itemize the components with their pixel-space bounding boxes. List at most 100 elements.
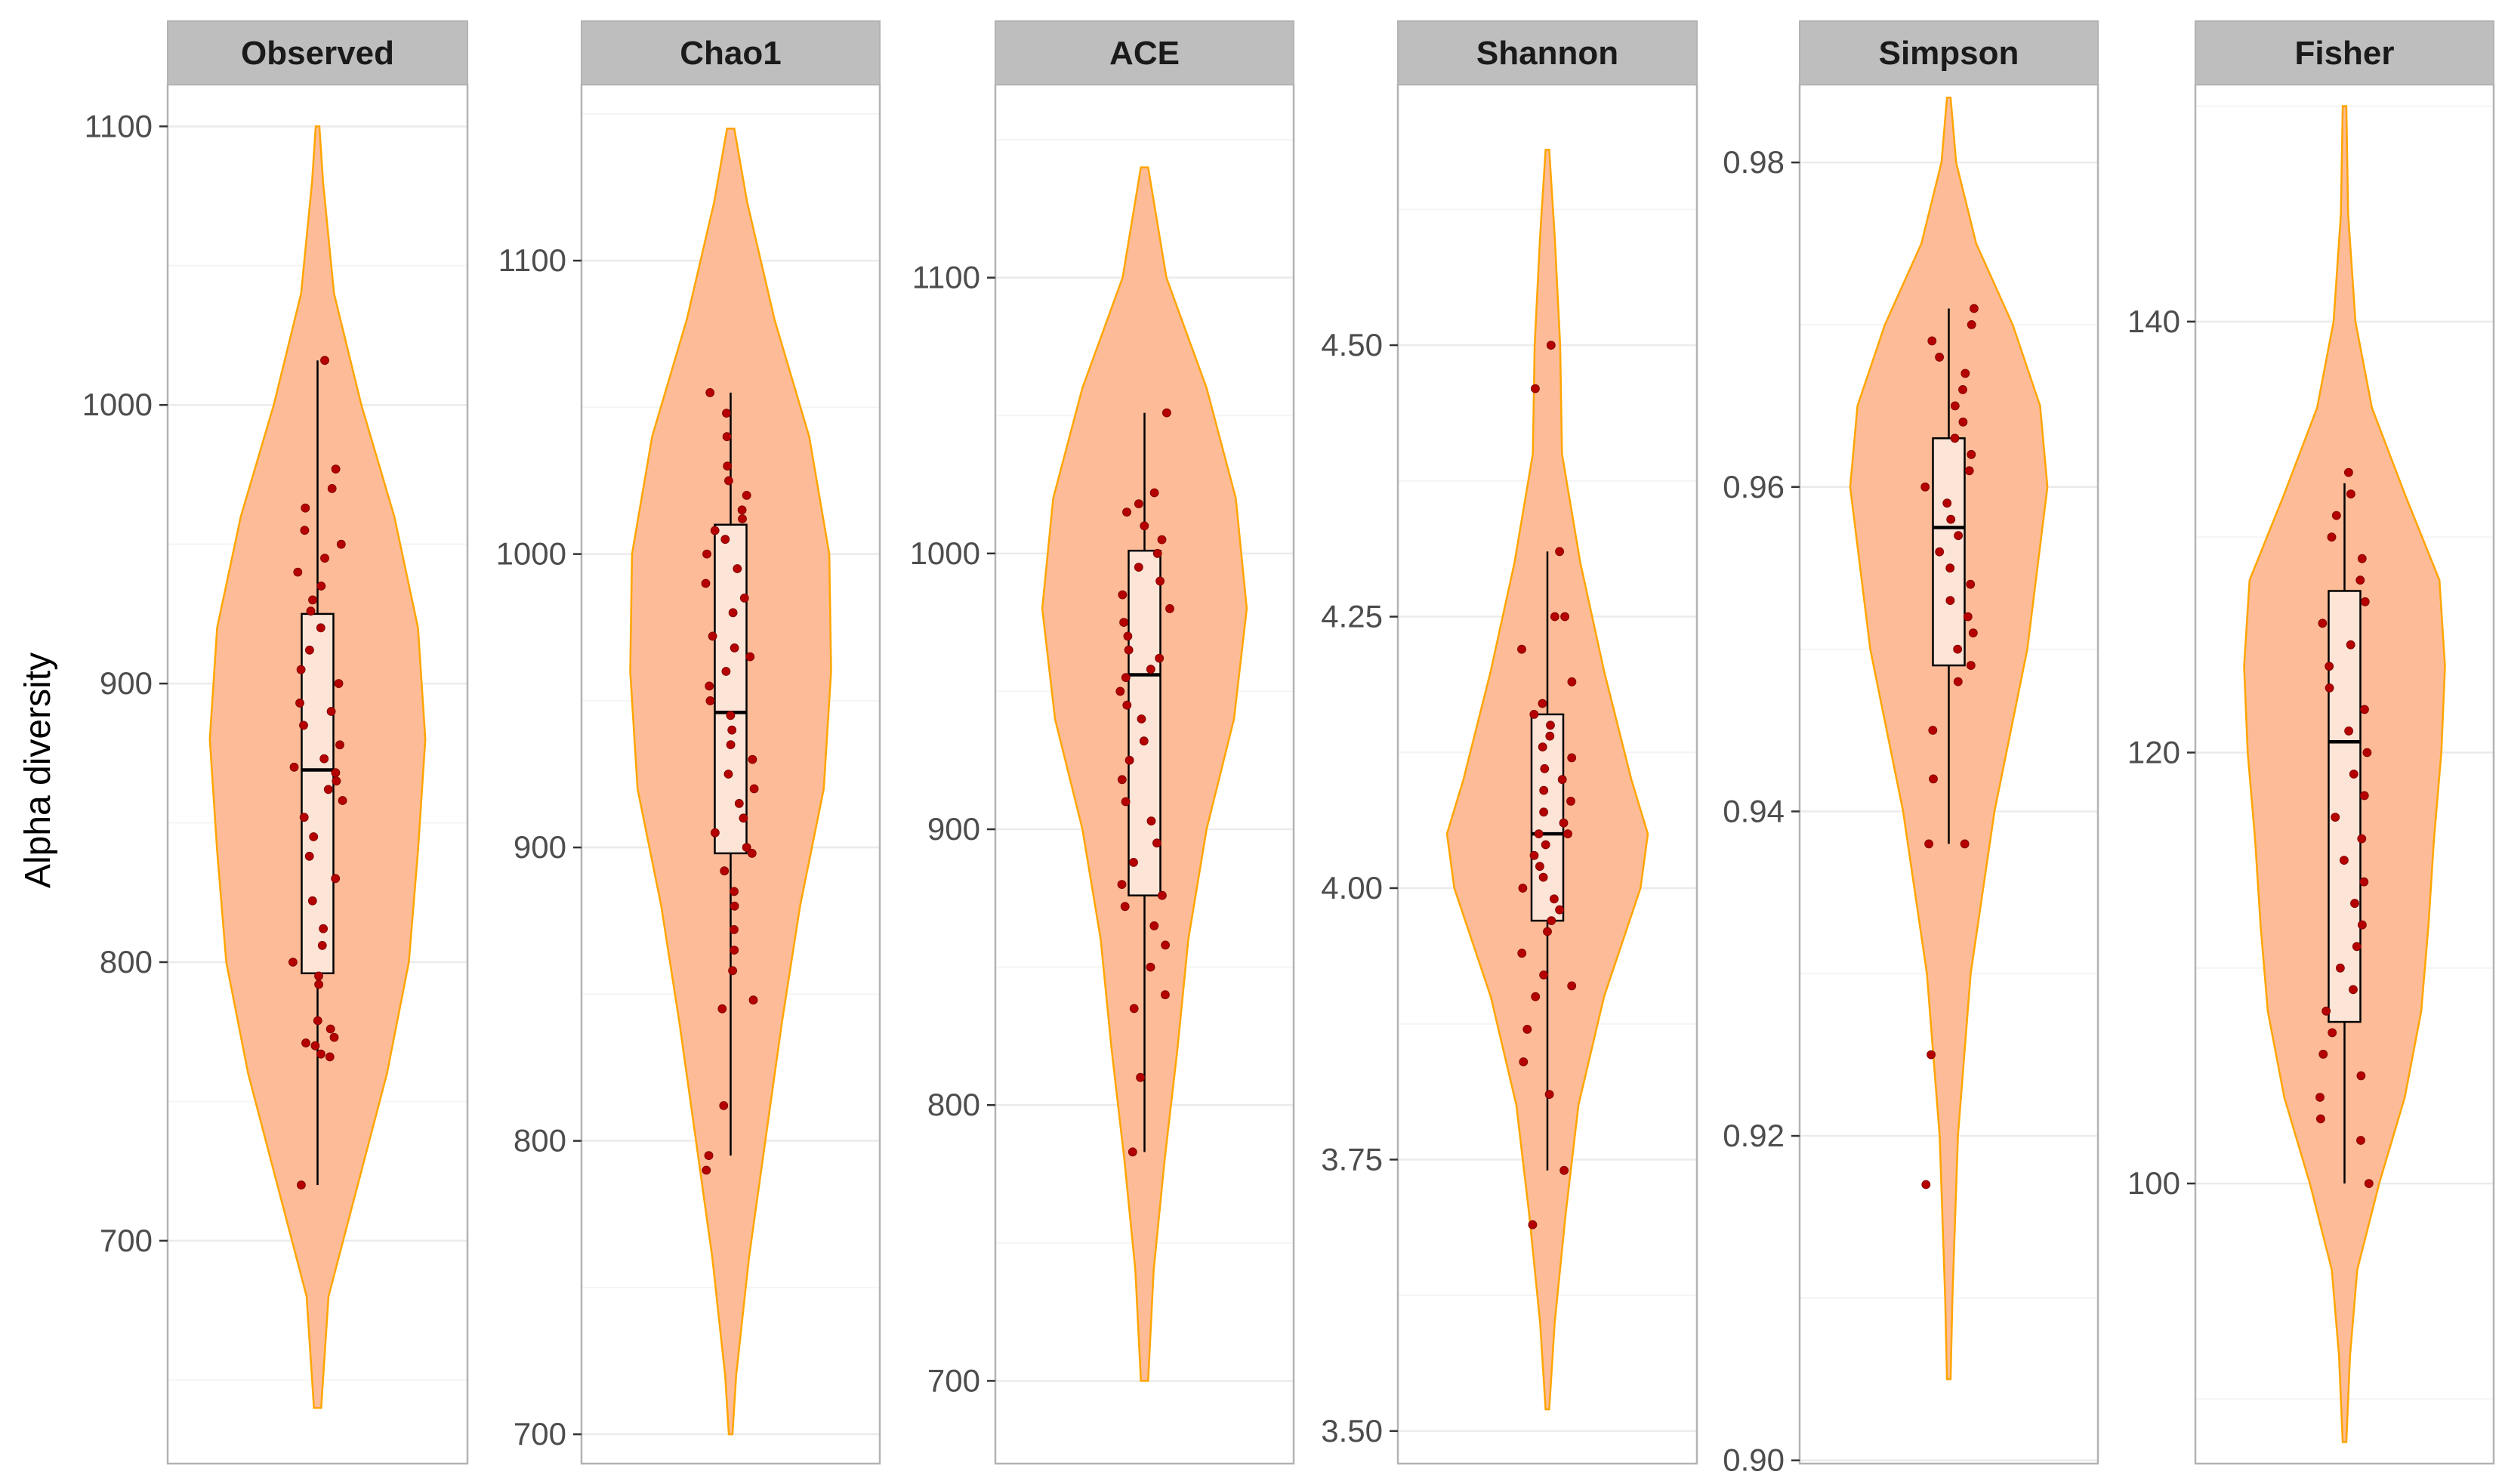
data-point bbox=[722, 432, 732, 442]
data-point bbox=[1555, 905, 1565, 915]
data-point bbox=[2360, 597, 2370, 606]
data-point bbox=[1149, 921, 1159, 930]
y-tick-label: 1000 bbox=[496, 536, 566, 572]
data-point bbox=[2349, 770, 2358, 779]
data-point bbox=[1958, 417, 1968, 427]
data-point bbox=[720, 535, 730, 545]
data-point bbox=[1529, 710, 1539, 719]
y-tick-label: 100 bbox=[2127, 1165, 2180, 1201]
data-point bbox=[745, 652, 755, 662]
panel-simpson: Simpson 0.90 0.92 0.94 0.96 0.98 bbox=[1723, 20, 2099, 1478]
data-point bbox=[710, 526, 720, 535]
data-point bbox=[336, 539, 346, 549]
data-point bbox=[316, 623, 325, 633]
data-point bbox=[702, 549, 711, 559]
data-point bbox=[1162, 408, 1171, 418]
data-point bbox=[720, 866, 730, 876]
data-point bbox=[728, 608, 738, 618]
y-tick-label: 800 bbox=[100, 944, 153, 980]
data-point bbox=[1121, 797, 1131, 807]
y-tick-label: 3.75 bbox=[1321, 1141, 1383, 1177]
data-point bbox=[2318, 1050, 2328, 1059]
data-point bbox=[1155, 576, 1165, 586]
y-tick-label: 1100 bbox=[498, 242, 566, 278]
data-point bbox=[2355, 575, 2365, 585]
data-point bbox=[724, 476, 733, 486]
data-point bbox=[2359, 877, 2369, 887]
data-point bbox=[319, 924, 329, 933]
data-point bbox=[1950, 433, 1960, 443]
data-point bbox=[1545, 731, 1555, 741]
data-point bbox=[2362, 748, 2372, 757]
data-point bbox=[1953, 677, 1963, 686]
box-iqr bbox=[1128, 549, 1161, 896]
data-point bbox=[730, 925, 739, 934]
y-tick-label: 800 bbox=[514, 1123, 566, 1159]
data-point bbox=[2318, 619, 2328, 628]
data-point bbox=[739, 594, 749, 603]
data-point bbox=[309, 832, 319, 841]
y-tick-label: 0.98 bbox=[1723, 144, 1785, 180]
facet-strip-label: Observed bbox=[241, 35, 394, 72]
data-point bbox=[1120, 902, 1130, 912]
data-point bbox=[304, 645, 314, 655]
data-point bbox=[1117, 880, 1127, 889]
data-point bbox=[1567, 981, 1577, 991]
data-point bbox=[335, 740, 344, 750]
data-point bbox=[2364, 1179, 2374, 1188]
data-point bbox=[1538, 872, 1548, 882]
data-point bbox=[316, 582, 326, 591]
data-point bbox=[1152, 838, 1161, 848]
data-point bbox=[332, 776, 341, 786]
data-point bbox=[702, 1165, 711, 1175]
data-point bbox=[711, 828, 720, 838]
data-point bbox=[719, 1101, 729, 1110]
data-point bbox=[733, 564, 742, 573]
data-point bbox=[730, 887, 739, 896]
data-point bbox=[2339, 856, 2349, 865]
data-point bbox=[2359, 791, 2369, 801]
data-point bbox=[1146, 962, 1155, 972]
data-point bbox=[1119, 618, 1128, 627]
data-point bbox=[308, 595, 317, 605]
data-point bbox=[1140, 521, 1149, 531]
data-point bbox=[2349, 985, 2358, 995]
data-point bbox=[1954, 531, 1964, 541]
data-point bbox=[1535, 862, 1544, 872]
y-tick-label: 1000 bbox=[82, 387, 153, 422]
data-point bbox=[1563, 829, 1572, 838]
y-tick-label: 4.25 bbox=[1321, 599, 1383, 634]
y-tick-label: 4.00 bbox=[1321, 870, 1383, 906]
data-point bbox=[721, 667, 731, 676]
data-point bbox=[1953, 644, 1963, 654]
box-iqr bbox=[2328, 590, 2362, 1023]
data-point bbox=[331, 768, 341, 778]
data-point bbox=[1134, 563, 1143, 572]
data-point bbox=[737, 505, 747, 515]
data-point bbox=[2344, 727, 2354, 736]
y-tick-label: 700 bbox=[100, 1223, 153, 1258]
data-point bbox=[1522, 1025, 1532, 1034]
panel-ace: ACE 700 800 900 1000 1100 bbox=[910, 20, 1295, 1465]
data-point bbox=[1967, 449, 1976, 459]
data-point bbox=[1929, 774, 1938, 784]
data-point bbox=[1121, 673, 1131, 683]
facet-strip bbox=[2195, 20, 2494, 85]
data-point bbox=[708, 631, 717, 641]
data-point bbox=[2357, 554, 2367, 563]
data-point bbox=[2327, 532, 2337, 542]
data-point bbox=[2357, 834, 2367, 844]
data-point bbox=[1129, 858, 1138, 867]
facet-strip-label: Fisher bbox=[2294, 35, 2394, 72]
data-point bbox=[1942, 498, 1952, 508]
y-tick-label: 900 bbox=[100, 665, 153, 701]
data-point bbox=[1157, 535, 1167, 545]
data-point bbox=[1544, 1090, 1554, 1099]
data-point bbox=[1124, 755, 1134, 765]
data-point bbox=[1541, 840, 1550, 850]
data-point bbox=[317, 941, 327, 950]
data-point bbox=[1122, 508, 1131, 517]
data-point bbox=[314, 980, 324, 989]
data-point bbox=[289, 762, 299, 772]
data-point bbox=[748, 995, 758, 1005]
